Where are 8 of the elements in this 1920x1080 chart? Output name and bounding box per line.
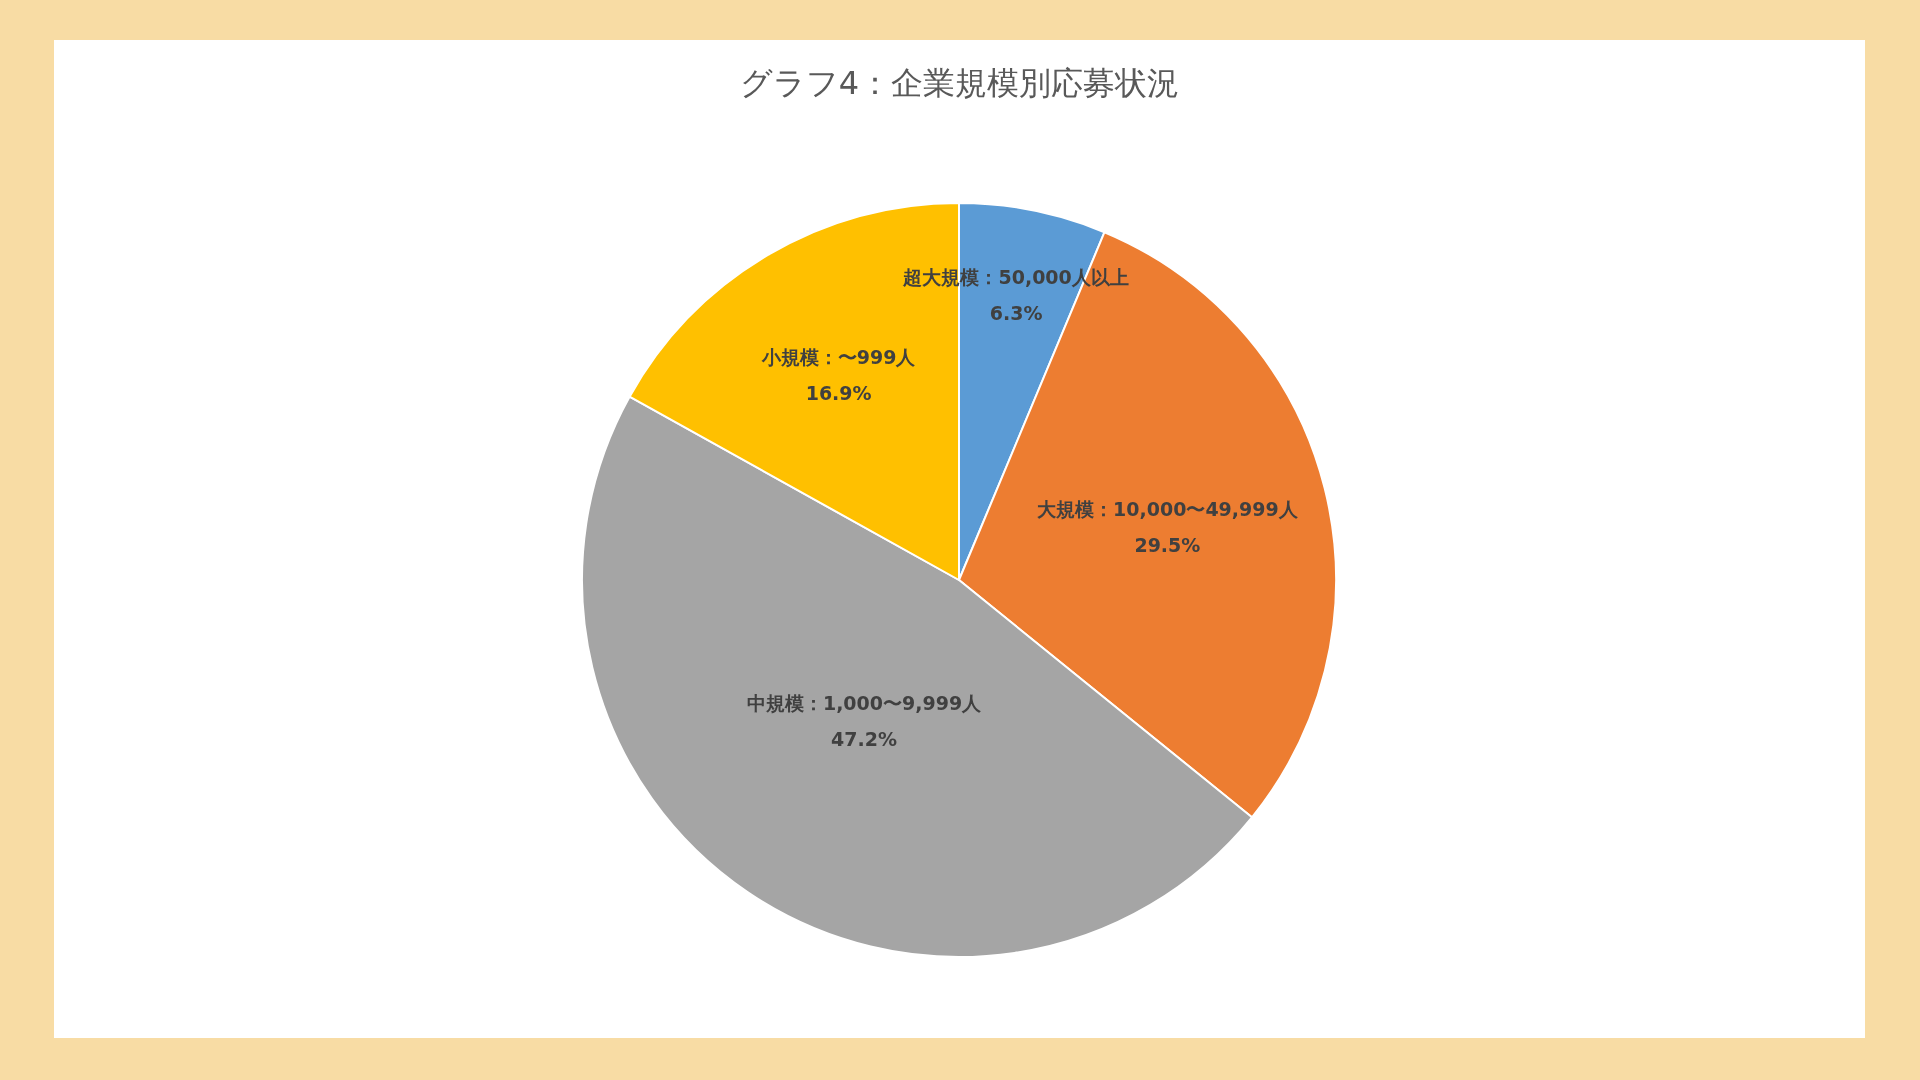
data-label: 29.5% — [1134, 534, 1201, 557]
data-label: 47.2% — [831, 727, 897, 750]
data-label: 16.9% — [805, 382, 872, 405]
chart-title: グラフ4：企業規模別応募状況 — [739, 64, 1180, 102]
data-label: 6.3% — [989, 302, 1043, 325]
slice-label: 中規模：1,000〜9,999人 — [746, 691, 983, 714]
slice-label: 小規模：〜999人 — [760, 346, 917, 369]
slice-label: 大規模：10,000〜49,999人 — [1037, 498, 1299, 521]
